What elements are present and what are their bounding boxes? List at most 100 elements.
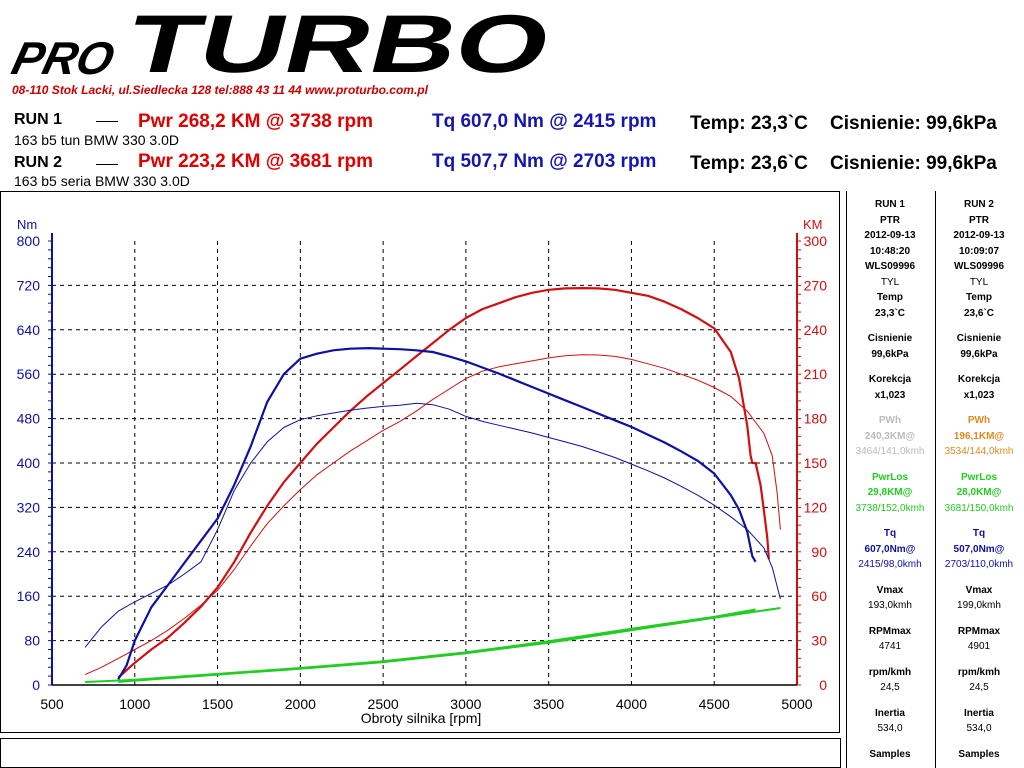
run1-cisnienie: Cisnienie: 99,6kPa	[830, 113, 997, 134]
run2-tq: Tq 507,7 Nm @ 2703 rpm	[432, 151, 657, 172]
run1-stat-cell: RPMmax	[868, 625, 912, 637]
run1-stat-cell: 99,6kPa	[871, 348, 909, 360]
y-right-tick-label: 240	[804, 322, 828, 338]
y-left-tick-label: 0	[32, 677, 40, 693]
run2-stat-cell: RPMmax	[957, 625, 1001, 637]
address-line: 08-110 Stok Lacki, ul.Siedlecka 128 tel:…	[12, 83, 428, 97]
run1-stat-cell: 240,3KM@	[864, 430, 916, 442]
y-left-tick-label: 240	[17, 544, 41, 560]
run1-stats-column: RUN 1 PTR 2012-09-13 10:48:20 WLS09996 TYL Tem…	[847, 191, 933, 768]
run2-stat-cell: 3534/144,0kmh	[944, 446, 1014, 457]
run1-stat-cell: Tq	[883, 528, 897, 539]
run2-stat-cell: 24,5	[969, 682, 989, 693]
y-left-tick-label: 80	[24, 633, 40, 649]
run1-stat-cell	[847, 655, 933, 665]
run2-stat-cell: 507,0Nm@	[953, 543, 1005, 555]
run1-stat-cell: 193,0kmh	[868, 600, 912, 611]
x-tick-label: 4000	[616, 696, 647, 712]
run-stats-table: RUN 1 PTR 2012-09-13 10:48:20 WLS09996 TYL Tem…	[846, 191, 1024, 768]
run2-stat-cell: Korekcja	[957, 374, 1001, 385]
run2-stat-cell: 2012-09-13	[953, 230, 1005, 241]
y-left-tick-label: 720	[17, 277, 41, 293]
run2-stat-cell: Samples	[958, 748, 1000, 760]
run2-stat-cell: WLS09996	[953, 261, 1005, 272]
run1-stat-cell	[847, 737, 933, 747]
run2-label: RUN 2	[14, 154, 63, 171]
y-right-tick-label: 120	[804, 499, 828, 515]
run2-stat-cell: Temp	[966, 292, 992, 303]
run2-stat-cell	[936, 737, 1022, 747]
run2-stat-cell	[936, 516, 1022, 526]
x-tick-label: 5000	[781, 696, 812, 712]
run2-stat-cell	[936, 614, 1022, 624]
y-right-tick-label: 150	[804, 455, 828, 471]
run2-stats-column: RUN 2 PTR 2012-09-13 10:09:07 WLS09996 TYL Tem…	[935, 191, 1022, 768]
y-right-tick-label: 90	[811, 544, 827, 560]
run1-stat-cell: Temp	[877, 292, 903, 303]
x-tick-label: 2500	[368, 696, 399, 712]
y-left-label: Nm	[17, 217, 37, 232]
run2-stat-cell	[936, 460, 1022, 470]
x-tick-label: 500	[40, 696, 64, 712]
run2-stat-cell: 99,6kPa	[960, 348, 998, 360]
x-tick-label: 1500	[202, 696, 233, 712]
run1-stat-cell: Cisnienie	[867, 333, 913, 344]
run1-stat-cell: rpm/kmh	[868, 666, 912, 678]
run1-stat-cell	[847, 362, 933, 372]
run1-pwr: Pwr 268,2 KM @ 3738 rpm	[138, 111, 374, 132]
chart-frame	[0, 191, 840, 733]
run2-stat-cell: 28,0KM@	[956, 487, 1002, 498]
run2-stat-cell: 199,0kmh	[957, 600, 1001, 611]
run1-stat-cell: Korekcja	[868, 374, 912, 385]
run1-stat-cell	[847, 321, 933, 331]
run1-stat-cell: 607,0Nm@	[864, 543, 916, 555]
run1-label: RUN 1	[14, 111, 63, 128]
run1-stat-cell	[847, 573, 933, 583]
run2-stat-cell	[936, 362, 1022, 372]
y-right-tick-label: 180	[804, 411, 828, 427]
run1-tq: Tq 607,0 Nm @ 2415 rpm	[432, 111, 657, 132]
run1-stat-cell: WLS09996	[864, 261, 916, 272]
logo-pro-text: PRO	[7, 33, 119, 84]
run2-stat-cell: rpm/kmh	[957, 666, 1001, 678]
y-left-tick-label: 800	[17, 233, 41, 249]
run2-stat-cell: PTR	[969, 214, 989, 226]
y-right-tick-label: 60	[811, 588, 827, 604]
run1-stat-cell	[847, 516, 933, 526]
run2-stat-cell: 534,0	[966, 723, 992, 734]
run1-stat-cell: x1,023	[874, 389, 906, 401]
run1-stat-cell: PwrLos	[871, 471, 909, 483]
run2-stat-cell: Tq	[972, 528, 986, 539]
run2-stat-cell: TYL	[969, 276, 989, 288]
run2-stat-cell: 2703/110,0kmh	[944, 559, 1014, 570]
x-tick-label: 3000	[450, 696, 481, 712]
run2-stat-cell	[936, 573, 1022, 583]
run1-temp: Temp: 23,3`C	[690, 113, 808, 134]
run1-stat-cell: 2012-09-13	[864, 230, 916, 241]
y-left-tick-label: 560	[17, 366, 41, 382]
run2-stat-cell: RUN 2	[963, 199, 994, 210]
run2-desc: 163 b5 seria BMW 330 3.0D	[14, 173, 190, 189]
x-tick-label: 4500	[699, 696, 730, 712]
run2-stat-cell: x1,023	[963, 389, 995, 401]
proturbo-logo: PRO TURBO	[6, 0, 560, 84]
run2-stat-cell	[936, 696, 1022, 706]
run1-stat-cell	[847, 696, 933, 706]
bottom-panel	[0, 738, 841, 768]
dyno-chart: Nm KM Obroty silnika [rpm] 500 1000 1500 20…	[17, 217, 828, 726]
x-tick-label: 2000	[285, 696, 316, 712]
run1-stat-cell: 4741	[878, 641, 902, 652]
run1-stat-cell: 2415/98,0kmh	[858, 559, 922, 570]
run1-stat-cell: 10:48:20	[869, 245, 911, 257]
run1-stat-cell: 23,3`C	[874, 307, 905, 319]
run1-stat-cell: 29,8KM@	[867, 487, 913, 498]
run2-stat-cell	[936, 321, 1022, 331]
run1-stat-cell: Inertia	[874, 707, 905, 719]
run2-pwr: Pwr 223,2 KM @ 3681 rpm	[138, 151, 374, 172]
y-left-tick-label: 480	[17, 411, 41, 427]
run1-stat-cell: 3464/141,0kmh	[855, 446, 925, 457]
y-left-tick-label: 160	[17, 588, 41, 604]
y-left-tick-label: 320	[17, 499, 41, 515]
run1-stat-cell: RUN 1	[874, 199, 905, 210]
run2-line-sample	[96, 164, 118, 165]
